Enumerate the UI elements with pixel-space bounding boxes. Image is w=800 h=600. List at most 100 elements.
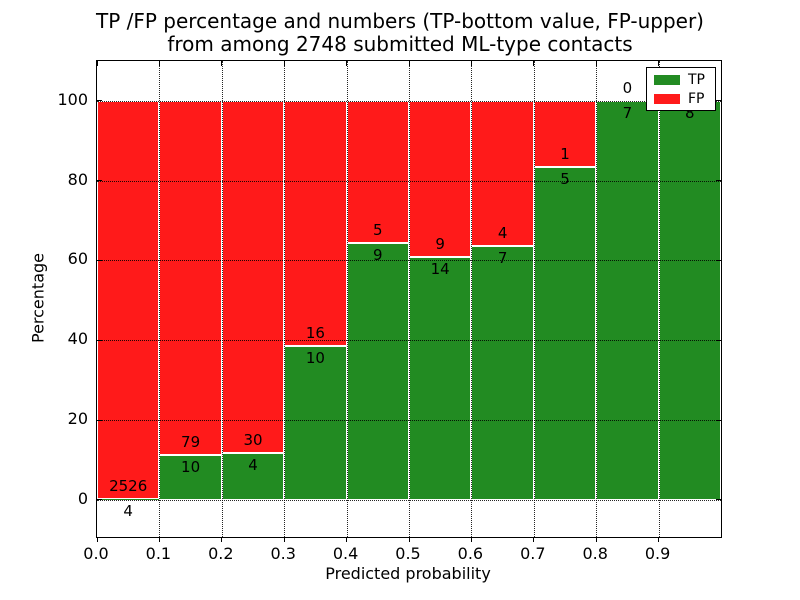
y-tick-right (716, 180, 721, 182)
bar-segment-fp (409, 100, 472, 258)
bar-segment-tp (97, 499, 160, 500)
x-tick-bottom (221, 537, 223, 542)
x-gridline (658, 61, 660, 537)
bar-segment-tp (221, 452, 285, 500)
x-gridline (346, 61, 348, 537)
tp-count-label: 9 (373, 246, 383, 265)
y-tick-left (97, 339, 102, 341)
y-gridline (97, 340, 721, 342)
fp-count-label: 4 (497, 223, 508, 242)
tp-count-label: 7 (622, 103, 633, 122)
x-gridline (221, 61, 223, 537)
x-tick-bottom (533, 537, 535, 542)
legend: TP FP (646, 67, 716, 111)
fp-count-label: 30 (243, 430, 263, 449)
fp-count-label: 9 (435, 235, 445, 254)
bar-segment-tp (596, 100, 659, 500)
x-tick-top (658, 61, 660, 66)
x-tick-top (470, 61, 472, 66)
y-tick-label: 20 (67, 409, 88, 429)
y-tick-right (716, 499, 721, 501)
y-gridline (97, 100, 721, 102)
y-tick-label: 0 (77, 488, 88, 508)
y-tick-right (716, 339, 721, 341)
tp-count-label: 8 (685, 103, 695, 122)
x-gridline (284, 61, 286, 537)
y-tick-right (716, 419, 721, 421)
x-tick-label: 0.9 (644, 544, 671, 563)
fp-count-label: 5 (373, 221, 383, 240)
y-gridline (97, 420, 721, 422)
x-tick-top (533, 61, 535, 66)
plot-area: 25264791030416105991447150708 (96, 60, 722, 542)
fp-count-label: 79 (181, 433, 201, 452)
x-gridline (471, 61, 473, 537)
x-tick-label: 0.1 (145, 544, 172, 563)
y-tick-label: 80 (67, 169, 88, 189)
x-tick-label: 0.5 (395, 544, 421, 563)
bar-segment-tp (409, 257, 472, 500)
y-gridline (97, 499, 721, 501)
bar-segment-fp (97, 100, 160, 500)
y-tick-left (97, 419, 102, 421)
y-gridline (97, 180, 721, 182)
x-tick-label: 0.7 (520, 544, 546, 563)
y-tick-left (97, 499, 102, 501)
tp-count-label: 7 (497, 248, 508, 267)
x-tick-bottom (470, 537, 472, 542)
tp-count-label: 5 (560, 170, 570, 189)
x-tick-bottom (595, 537, 597, 542)
tp-count-label: 10 (181, 458, 201, 477)
y-tick-left (97, 100, 102, 102)
bar-segment-fp (159, 100, 222, 456)
legend-swatch-fp (654, 93, 680, 104)
y-tick-left (97, 259, 102, 261)
x-tick-label: 0.2 (208, 544, 234, 563)
legend-label: TP (688, 71, 705, 88)
x-tick-bottom (158, 537, 160, 542)
tp-count-label: 4 (248, 455, 258, 474)
bar-segment-tp (658, 100, 721, 500)
bar-segment-fp (221, 100, 285, 453)
x-axis-label: Predicted probability (325, 564, 491, 583)
chart-title-line2: from among 2748 submitted ML-type contac… (167, 32, 633, 56)
tp-count-label: 10 (305, 349, 325, 368)
fp-count-label: 1 (560, 145, 570, 164)
x-gridline (409, 61, 410, 537)
y-tick-label: 100 (57, 89, 88, 109)
legend-label: FP (688, 90, 705, 107)
x-gridline (533, 61, 535, 537)
x-tick-top (595, 61, 597, 66)
y-gridline (97, 260, 721, 262)
y-tick-label: 40 (67, 329, 88, 349)
x-tick-bottom (346, 537, 348, 542)
x-gridline (159, 61, 161, 537)
legend-swatch-tp (654, 74, 680, 85)
x-tick-label: 0.8 (582, 544, 608, 563)
fp-count-label: 0 (622, 78, 633, 97)
bar-segment-tp (346, 243, 409, 500)
bar-segment-tp (533, 167, 597, 500)
fp-count-label: 2526 (109, 477, 148, 496)
y-tick-right (716, 259, 721, 261)
chart-title-line1: TP /FP percentage and numbers (TP-bottom… (96, 9, 704, 33)
bar-segment-tp (284, 346, 347, 500)
x-tick-label: 0.0 (83, 544, 109, 563)
bar-segment-fp (346, 100, 409, 244)
x-tick-bottom (96, 537, 98, 542)
y-tick-left (97, 180, 102, 182)
legend-entry-fp: FP (647, 92, 715, 106)
x-tick-top (346, 61, 348, 66)
legend-entry-tp: TP (647, 73, 715, 87)
tp-count-label: 14 (430, 260, 450, 279)
chart-title: TP /FP percentage and numbers (TP-bottom… (0, 10, 800, 56)
y-tick-right (716, 100, 721, 102)
x-tick-bottom (283, 537, 285, 542)
fp-count-label: 16 (305, 324, 325, 343)
x-tick-label: 0.4 (332, 544, 359, 563)
y-tick-label: 60 (67, 249, 88, 269)
x-tick-bottom (658, 537, 660, 542)
bar-segment-tp (471, 245, 534, 500)
tp-count-label: 4 (123, 502, 133, 521)
